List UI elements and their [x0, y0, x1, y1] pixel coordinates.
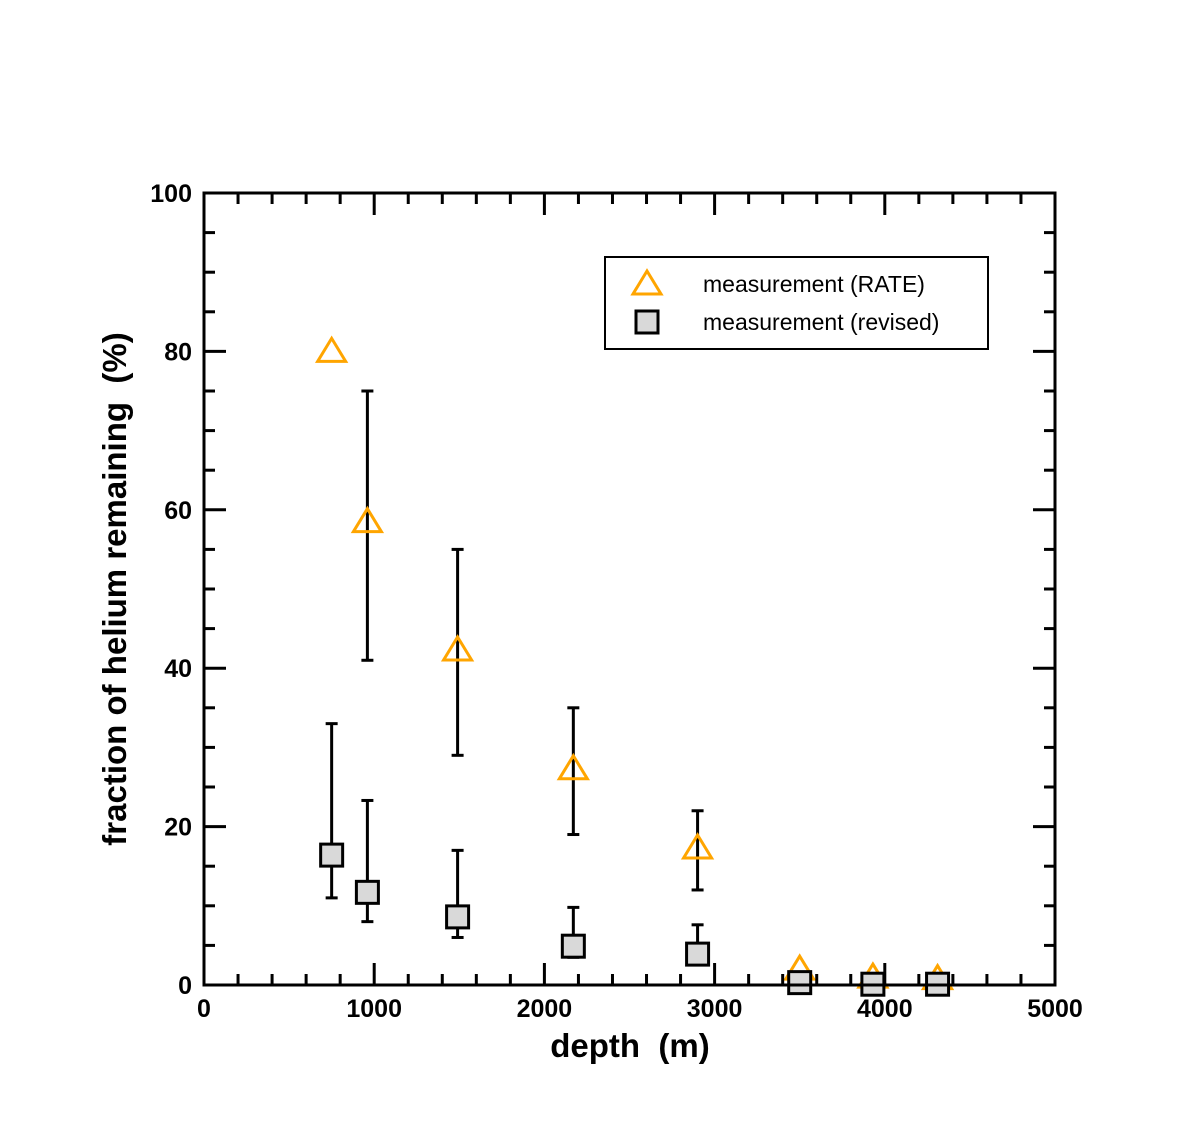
y-tick-label: 20 — [164, 814, 192, 842]
x-tick-label: 4000 — [857, 995, 913, 1023]
revised-point — [787, 970, 813, 996]
revised-point — [445, 904, 471, 930]
rate-point — [680, 832, 715, 860]
x-tick-label: 5000 — [1027, 995, 1083, 1023]
legend-box — [604, 256, 989, 350]
revised-point — [319, 842, 345, 868]
x-axis-label: depth (m) — [550, 1027, 709, 1064]
x-tick-label: 1000 — [346, 995, 402, 1023]
y-tick-label: 0 — [178, 972, 192, 1000]
y-tick-label: 60 — [164, 497, 192, 525]
revised-point — [354, 879, 380, 905]
rate-point — [314, 335, 349, 363]
x-tick-label: 2000 — [517, 995, 573, 1023]
legend: measurement (RATE) measurement (revised) — [604, 256, 989, 350]
legend-triangle-icon — [630, 268, 664, 296]
y-tick-label: 40 — [164, 655, 192, 683]
x-tick-label: 0 — [197, 995, 211, 1023]
rate-point — [350, 505, 385, 534]
rate-point — [440, 634, 475, 662]
y-tick-label: 100 — [150, 180, 192, 208]
legend-label-rate: measurement (RATE) — [703, 271, 925, 297]
rate-point — [556, 752, 591, 781]
y-tick-label: 80 — [164, 338, 192, 366]
x-tick-label: 3000 — [687, 995, 743, 1023]
plot-frame — [202, 191, 1057, 987]
revised-point — [560, 933, 586, 959]
revised-point — [685, 941, 711, 967]
legend-label-revised: measurement (revised) — [703, 309, 939, 335]
legend-square-icon — [634, 309, 660, 335]
y-axis-label: fraction of helium remaining (%) — [96, 332, 133, 845]
